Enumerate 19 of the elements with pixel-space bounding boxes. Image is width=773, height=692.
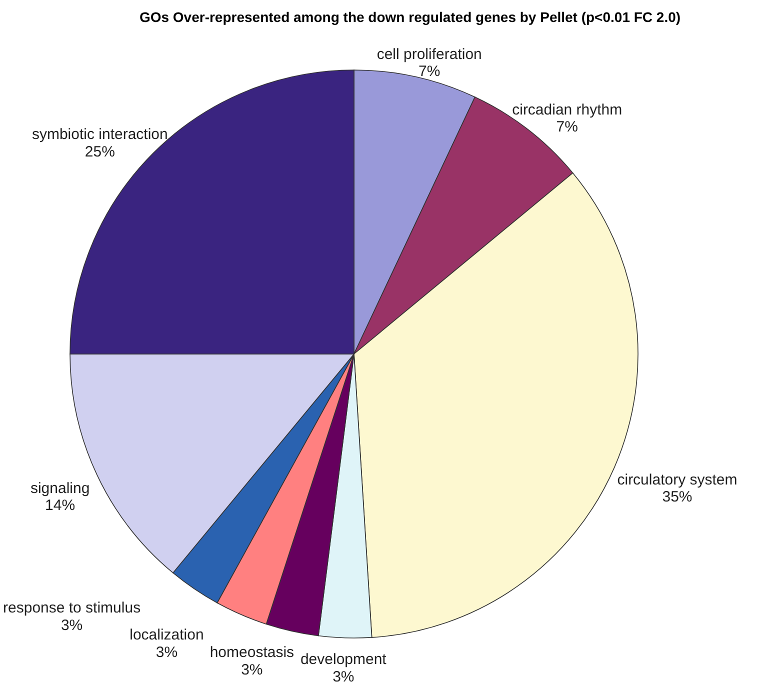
data-label: 3% (332, 668, 354, 686)
data-label: 7% (556, 118, 578, 136)
data-label: 3% (241, 661, 263, 678)
slice-label: homeostasis (210, 644, 294, 662)
chart-title: GOs Over-represented among the down regulated genes by Pellet (p<0.01 FC 2.0) (139, 9, 681, 25)
slice-label: response to stimulus (3, 600, 141, 617)
data-label: 14% (45, 497, 76, 514)
data-label: 3% (60, 616, 83, 634)
data-label: 7% (418, 63, 440, 80)
slice-label: circulatory system (617, 471, 738, 488)
data-label: 35% (662, 488, 692, 506)
slice-label: localization (130, 626, 204, 644)
slice-label: circadian rhythm (512, 101, 622, 118)
data-label: 3% (156, 644, 178, 661)
slice-label: development (300, 651, 388, 668)
slice-label: symbiotic interaction (32, 126, 168, 144)
slice-label: signaling (30, 480, 90, 497)
data-label: 25% (84, 143, 115, 160)
slice-label: cell proliferation (376, 46, 482, 63)
